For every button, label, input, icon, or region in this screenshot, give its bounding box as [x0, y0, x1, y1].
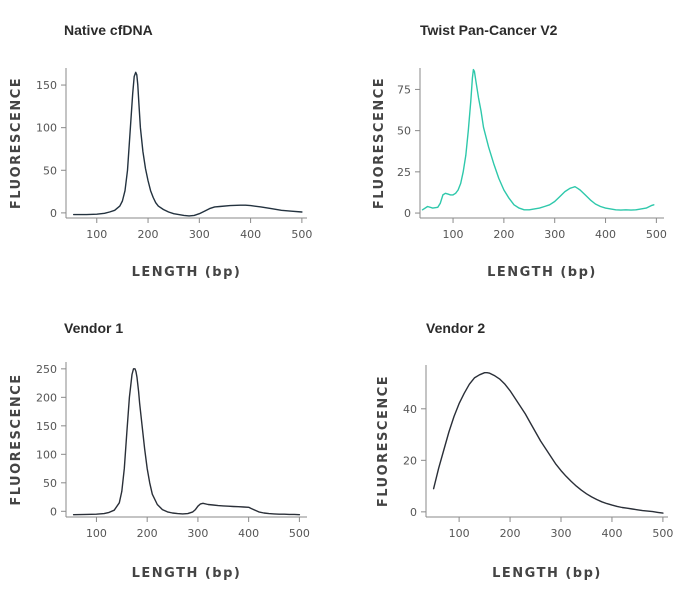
y-tick-label: 0 — [404, 207, 411, 220]
y-tick-label: 50 — [43, 164, 57, 177]
chart-panel-3: Vendor 1 100 200 300 400 500 0 50 100 150 200 250 LE… — [9, 320, 310, 581]
chart-panel-4: Vendor 2 100 200 300 400 500 0 20 40 LENGTH (bp) F… — [376, 320, 673, 581]
y-tick-label: 100 — [36, 448, 57, 461]
chart-panel-1: Native cfDNA 100 200 300 400 500 0 50 100 150 LENG… — [9, 22, 312, 280]
series-line-1 — [432, 372, 664, 514]
x-tick-label: 100 — [449, 527, 470, 540]
x-tick-label: 500 — [652, 527, 673, 540]
x-tick-label: 400 — [238, 527, 259, 540]
x-tick-label: 200 — [500, 527, 521, 540]
x-tick-label: 200 — [137, 527, 158, 540]
y-axis-label: FLUORESCENCE — [376, 375, 391, 507]
y-tick-label: 0 — [50, 207, 57, 220]
series-line-1 — [72, 368, 301, 516]
x-tick-label: 500 — [289, 527, 310, 540]
y-tick-label: 50 — [397, 125, 411, 138]
y-tick-label: 150 — [36, 79, 57, 92]
x-tick-label: 100 — [443, 228, 464, 241]
y-tick-label: 40 — [403, 403, 417, 416]
x-tick-label: 200 — [493, 228, 514, 241]
y-tick-label: 50 — [43, 477, 57, 490]
x-tick-label: 400 — [601, 527, 622, 540]
x-tick-label: 300 — [189, 228, 210, 241]
x-tick-label: 300 — [187, 527, 208, 540]
y-tick-label: 20 — [403, 454, 417, 467]
chart-title: Native cfDNA — [64, 22, 153, 38]
x-tick-label: 100 — [86, 228, 107, 241]
y-tick-label: 25 — [397, 166, 411, 179]
y-tick-label: 100 — [36, 122, 57, 135]
x-tick-label: 100 — [86, 527, 107, 540]
chart-panel-2: Twist Pan-Cancer V2 100 200 300 400 500 0 25 50 7… — [372, 22, 667, 280]
y-tick-label: 0 — [410, 506, 417, 519]
series-line-1 — [73, 71, 303, 217]
x-tick-label: 400 — [240, 228, 261, 241]
series-line-1 — [421, 68, 655, 211]
x-tick-label: 300 — [551, 527, 572, 540]
x-tick-label: 400 — [595, 228, 616, 241]
y-tick-label: 250 — [36, 363, 57, 376]
x-tick-label: 500 — [646, 228, 667, 241]
y-axis-label: FLUORESCENCE — [9, 373, 24, 505]
y-tick-label: 200 — [36, 391, 57, 404]
y-tick-label: 150 — [36, 420, 57, 433]
x-tick-label: 500 — [291, 228, 312, 241]
y-axis-label: FLUORESCENCE — [9, 77, 24, 209]
y-tick-label: 75 — [397, 83, 411, 96]
x-axis-label: LENGTH (bp) — [487, 265, 597, 280]
y-axis-label: FLUORESCENCE — [372, 77, 387, 209]
y-tick-label: 0 — [50, 505, 57, 518]
x-axis-label: LENGTH (bp) — [132, 566, 242, 581]
x-tick-label: 200 — [138, 228, 159, 241]
x-axis-label: LENGTH (bp) — [492, 566, 602, 581]
chart-title: Vendor 1 — [64, 320, 123, 336]
x-axis-label: LENGTH (bp) — [132, 265, 242, 280]
chart-title: Twist Pan-Cancer V2 — [420, 22, 558, 38]
x-tick-label: 300 — [544, 228, 565, 241]
chart-title: Vendor 2 — [426, 320, 485, 336]
